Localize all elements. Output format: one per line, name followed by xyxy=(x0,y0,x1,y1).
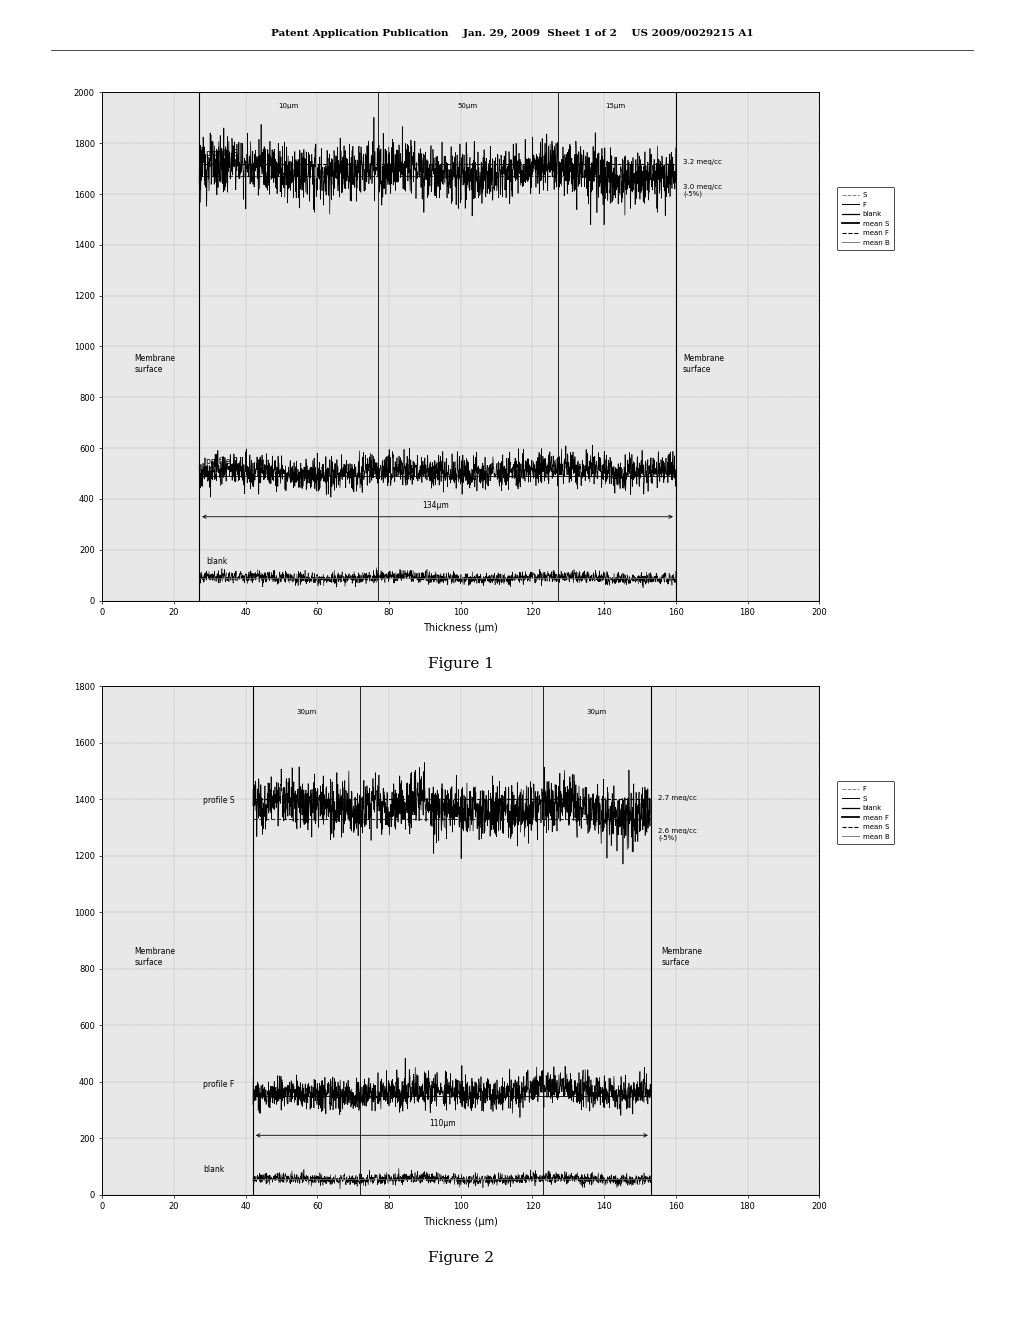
Text: Membrane
surface: Membrane surface xyxy=(135,354,176,375)
Text: 134μm: 134μm xyxy=(422,502,450,511)
Text: 50μm: 50μm xyxy=(458,103,478,108)
Text: profile S: profile S xyxy=(203,796,234,805)
Text: profile S: profile S xyxy=(207,149,238,158)
Text: 3.2 meq/cc: 3.2 meq/cc xyxy=(683,160,722,165)
Text: profile F: profile F xyxy=(203,1080,234,1089)
Text: Membrane
surface: Membrane surface xyxy=(662,948,702,968)
Text: blank: blank xyxy=(207,557,227,566)
Text: 15μm: 15μm xyxy=(605,103,625,108)
Text: 2.6 meq/cc
(-5%): 2.6 meq/cc (-5%) xyxy=(657,828,696,841)
Legend: F, S, blank, mean F, mean S, mean B: F, S, blank, mean F, mean S, mean B xyxy=(837,781,894,845)
Text: profile F: profile F xyxy=(207,457,238,466)
Text: Figure 2: Figure 2 xyxy=(428,1250,494,1265)
Text: blank: blank xyxy=(203,1166,224,1175)
Text: Membrane
surface: Membrane surface xyxy=(135,948,176,968)
Text: 2.7 meq/cc: 2.7 meq/cc xyxy=(657,795,696,801)
X-axis label: Thickness (μm): Thickness (μm) xyxy=(423,1217,499,1226)
Text: 30μm: 30μm xyxy=(587,709,607,715)
Legend: S, F, blank, mean S, mean F, mean B: S, F, blank, mean S, mean F, mean B xyxy=(837,187,894,251)
X-axis label: Thickness (μm): Thickness (μm) xyxy=(423,623,499,632)
Text: Membrane
surface: Membrane surface xyxy=(683,354,724,375)
Text: Patent Application Publication    Jan. 29, 2009  Sheet 1 of 2    US 2009/0029215: Patent Application Publication Jan. 29, … xyxy=(270,29,754,38)
Text: 3.0 meq/cc
(-5%): 3.0 meq/cc (-5%) xyxy=(683,183,722,198)
Text: 10μm: 10μm xyxy=(279,103,299,108)
Text: Figure 1: Figure 1 xyxy=(428,656,494,671)
Text: 110μm: 110μm xyxy=(429,1119,457,1129)
Text: 30μm: 30μm xyxy=(297,709,316,715)
